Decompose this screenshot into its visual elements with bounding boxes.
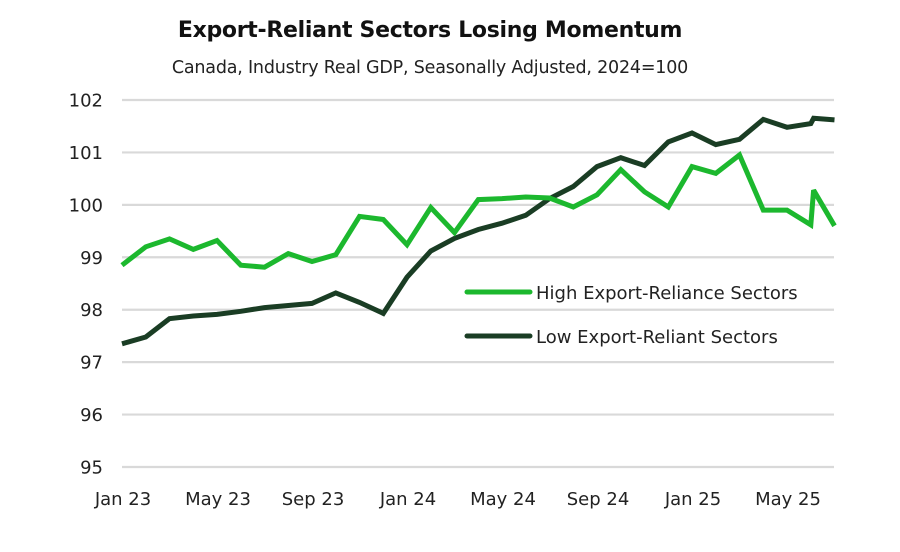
y-tick-label: 96 bbox=[80, 405, 103, 426]
y-tick-label: 97 bbox=[80, 353, 103, 374]
chart-subtitle: Canada, Industry Real GDP, Seasonally Ad… bbox=[171, 58, 689, 78]
gridlines bbox=[122, 98, 834, 469]
legend: High Export-Reliance Sectors Low Export-R… bbox=[460, 274, 830, 358]
x-tick-label: Jan 25 bbox=[664, 489, 721, 510]
x-tick-label: May 25 bbox=[755, 489, 821, 510]
y-tick-label: 99 bbox=[80, 248, 103, 269]
x-tick-label: May 24 bbox=[470, 489, 536, 510]
x-axis-ticks: Jan 23 May 23 Sep 23 Jan 24 May 24 Sep 24 Jan … bbox=[94, 489, 821, 510]
series-line-high-export bbox=[120, 151, 837, 270]
y-tick-label: 100 bbox=[69, 195, 103, 216]
y-tick-label: 101 bbox=[69, 143, 103, 164]
y-axis-ticks: 95 96 97 98 99 100 101 102 bbox=[69, 91, 103, 479]
x-tick-label: May 23 bbox=[185, 489, 251, 510]
x-tick-label: Sep 24 bbox=[567, 489, 630, 510]
y-tick-label: 98 bbox=[80, 300, 103, 321]
legend-label-high-export: High Export-Reliance Sectors bbox=[536, 283, 798, 304]
series-line-low-export bbox=[121, 115, 835, 347]
x-tick-label: Jan 23 bbox=[94, 489, 151, 510]
y-tick-label: 95 bbox=[80, 458, 103, 479]
legend-label-low-export: Low Export-Reliant Sectors bbox=[536, 327, 778, 348]
x-tick-label: Jan 24 bbox=[379, 489, 436, 510]
x-tick-label: Sep 23 bbox=[282, 489, 345, 510]
chart-title: Export-Reliant Sectors Losing Momentum bbox=[177, 18, 683, 43]
series-lines bbox=[120, 115, 837, 347]
y-tick-label: 102 bbox=[69, 91, 103, 112]
